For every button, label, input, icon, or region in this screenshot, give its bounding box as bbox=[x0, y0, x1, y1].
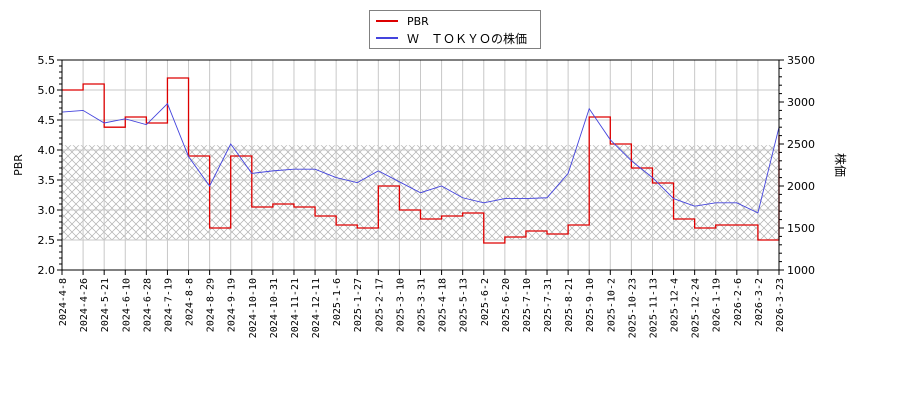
svg-text:2.5: 2.5 bbox=[38, 234, 56, 247]
svg-text:3000: 3000 bbox=[787, 96, 815, 109]
svg-text:2024-12-11: 2024-12-11 bbox=[311, 278, 322, 338]
x-axis: 2024-4-8 2024-4-26 2024-5-21 2024-6-10 2024-… bbox=[58, 270, 786, 338]
legend-label-price: Ｗ ＴＯＫＹＯの株価 bbox=[407, 31, 528, 46]
left-axis-label: PBR bbox=[12, 154, 25, 176]
svg-text:2025-3-31: 2025-3-31 bbox=[417, 278, 428, 332]
svg-text:2025-1-27: 2025-1-27 bbox=[353, 278, 364, 332]
svg-text:2026-1-19: 2026-1-19 bbox=[712, 278, 723, 332]
svg-text:2024-7-19: 2024-7-19 bbox=[163, 278, 174, 332]
svg-text:1000: 1000 bbox=[787, 264, 815, 277]
svg-text:2026-3-2: 2026-3-2 bbox=[754, 278, 765, 326]
svg-text:2024-4-26: 2024-4-26 bbox=[79, 278, 90, 332]
svg-text:2025-5-13: 2025-5-13 bbox=[459, 278, 470, 332]
svg-text:2025-6-2: 2025-6-2 bbox=[480, 278, 491, 326]
svg-text:2026-3-23: 2026-3-23 bbox=[775, 278, 786, 332]
svg-text:2024-4-8: 2024-4-8 bbox=[58, 278, 69, 326]
svg-text:2500: 2500 bbox=[787, 138, 815, 151]
svg-text:2025-4-18: 2025-4-18 bbox=[438, 278, 449, 332]
legend-swatch-price bbox=[376, 37, 398, 39]
svg-text:5.5: 5.5 bbox=[38, 54, 56, 67]
legend-label-pbr: PBR bbox=[407, 14, 429, 28]
svg-text:2024-6-10: 2024-6-10 bbox=[121, 278, 132, 332]
svg-text:2024-11-21: 2024-11-21 bbox=[290, 278, 301, 338]
svg-text:2024-9-19: 2024-9-19 bbox=[227, 278, 238, 332]
right-axis-label: 株価 bbox=[833, 153, 848, 177]
right-axis: 1000 1500 2000 2500 3000 3500 bbox=[779, 54, 815, 277]
svg-text:2025-12-24: 2025-12-24 bbox=[691, 278, 702, 338]
svg-text:2025-10-23: 2025-10-23 bbox=[627, 278, 638, 338]
svg-text:2025-9-10: 2025-9-10 bbox=[585, 278, 596, 332]
svg-text:2026-2-6: 2026-2-6 bbox=[733, 278, 744, 326]
svg-text:2024-10-10: 2024-10-10 bbox=[248, 278, 259, 338]
svg-text:2025-2-17: 2025-2-17 bbox=[374, 278, 385, 332]
svg-text:2000: 2000 bbox=[787, 180, 815, 193]
svg-text:2024-10-31: 2024-10-31 bbox=[269, 278, 280, 338]
svg-text:2025-3-10: 2025-3-10 bbox=[395, 278, 406, 332]
svg-text:2025-6-20: 2025-6-20 bbox=[501, 278, 512, 332]
svg-text:3.5: 3.5 bbox=[38, 174, 56, 187]
svg-text:2.0: 2.0 bbox=[38, 264, 56, 277]
svg-text:2025-10-2: 2025-10-2 bbox=[606, 278, 617, 332]
svg-text:2024-8-8: 2024-8-8 bbox=[185, 278, 196, 326]
svg-text:2025-7-31: 2025-7-31 bbox=[543, 278, 554, 332]
svg-text:2025-8-21: 2025-8-21 bbox=[564, 278, 575, 332]
svg-text:1500: 1500 bbox=[787, 222, 815, 235]
left-axis: 2.0 2.5 3.0 3.5 4.0 4.5 5.0 5.5 bbox=[38, 54, 62, 277]
svg-text:2024-6-28: 2024-6-28 bbox=[142, 278, 153, 332]
legend: PBR Ｗ ＴＯＫＹＯの株価 bbox=[369, 10, 541, 49]
svg-text:2025-7-10: 2025-7-10 bbox=[522, 278, 533, 332]
svg-text:3500: 3500 bbox=[787, 54, 815, 67]
legend-item-pbr: PBR bbox=[376, 13, 429, 29]
svg-text:5.0: 5.0 bbox=[38, 84, 56, 97]
svg-text:2025-11-13: 2025-11-13 bbox=[648, 278, 659, 338]
series-layer bbox=[61, 77, 780, 244]
svg-text:2024-8-29: 2024-8-29 bbox=[206, 278, 217, 332]
legend-item-price: Ｗ ＴＯＫＹＯの株価 bbox=[376, 30, 527, 46]
svg-text:4.5: 4.5 bbox=[38, 114, 56, 127]
svg-text:2025-12-4: 2025-12-4 bbox=[670, 278, 681, 332]
legend-swatch-pbr bbox=[376, 20, 398, 22]
svg-text:3.0: 3.0 bbox=[38, 204, 56, 217]
svg-text:2025-1-6: 2025-1-6 bbox=[332, 278, 343, 326]
svg-text:4.0: 4.0 bbox=[38, 144, 56, 157]
svg-text:2024-5-21: 2024-5-21 bbox=[100, 278, 111, 332]
